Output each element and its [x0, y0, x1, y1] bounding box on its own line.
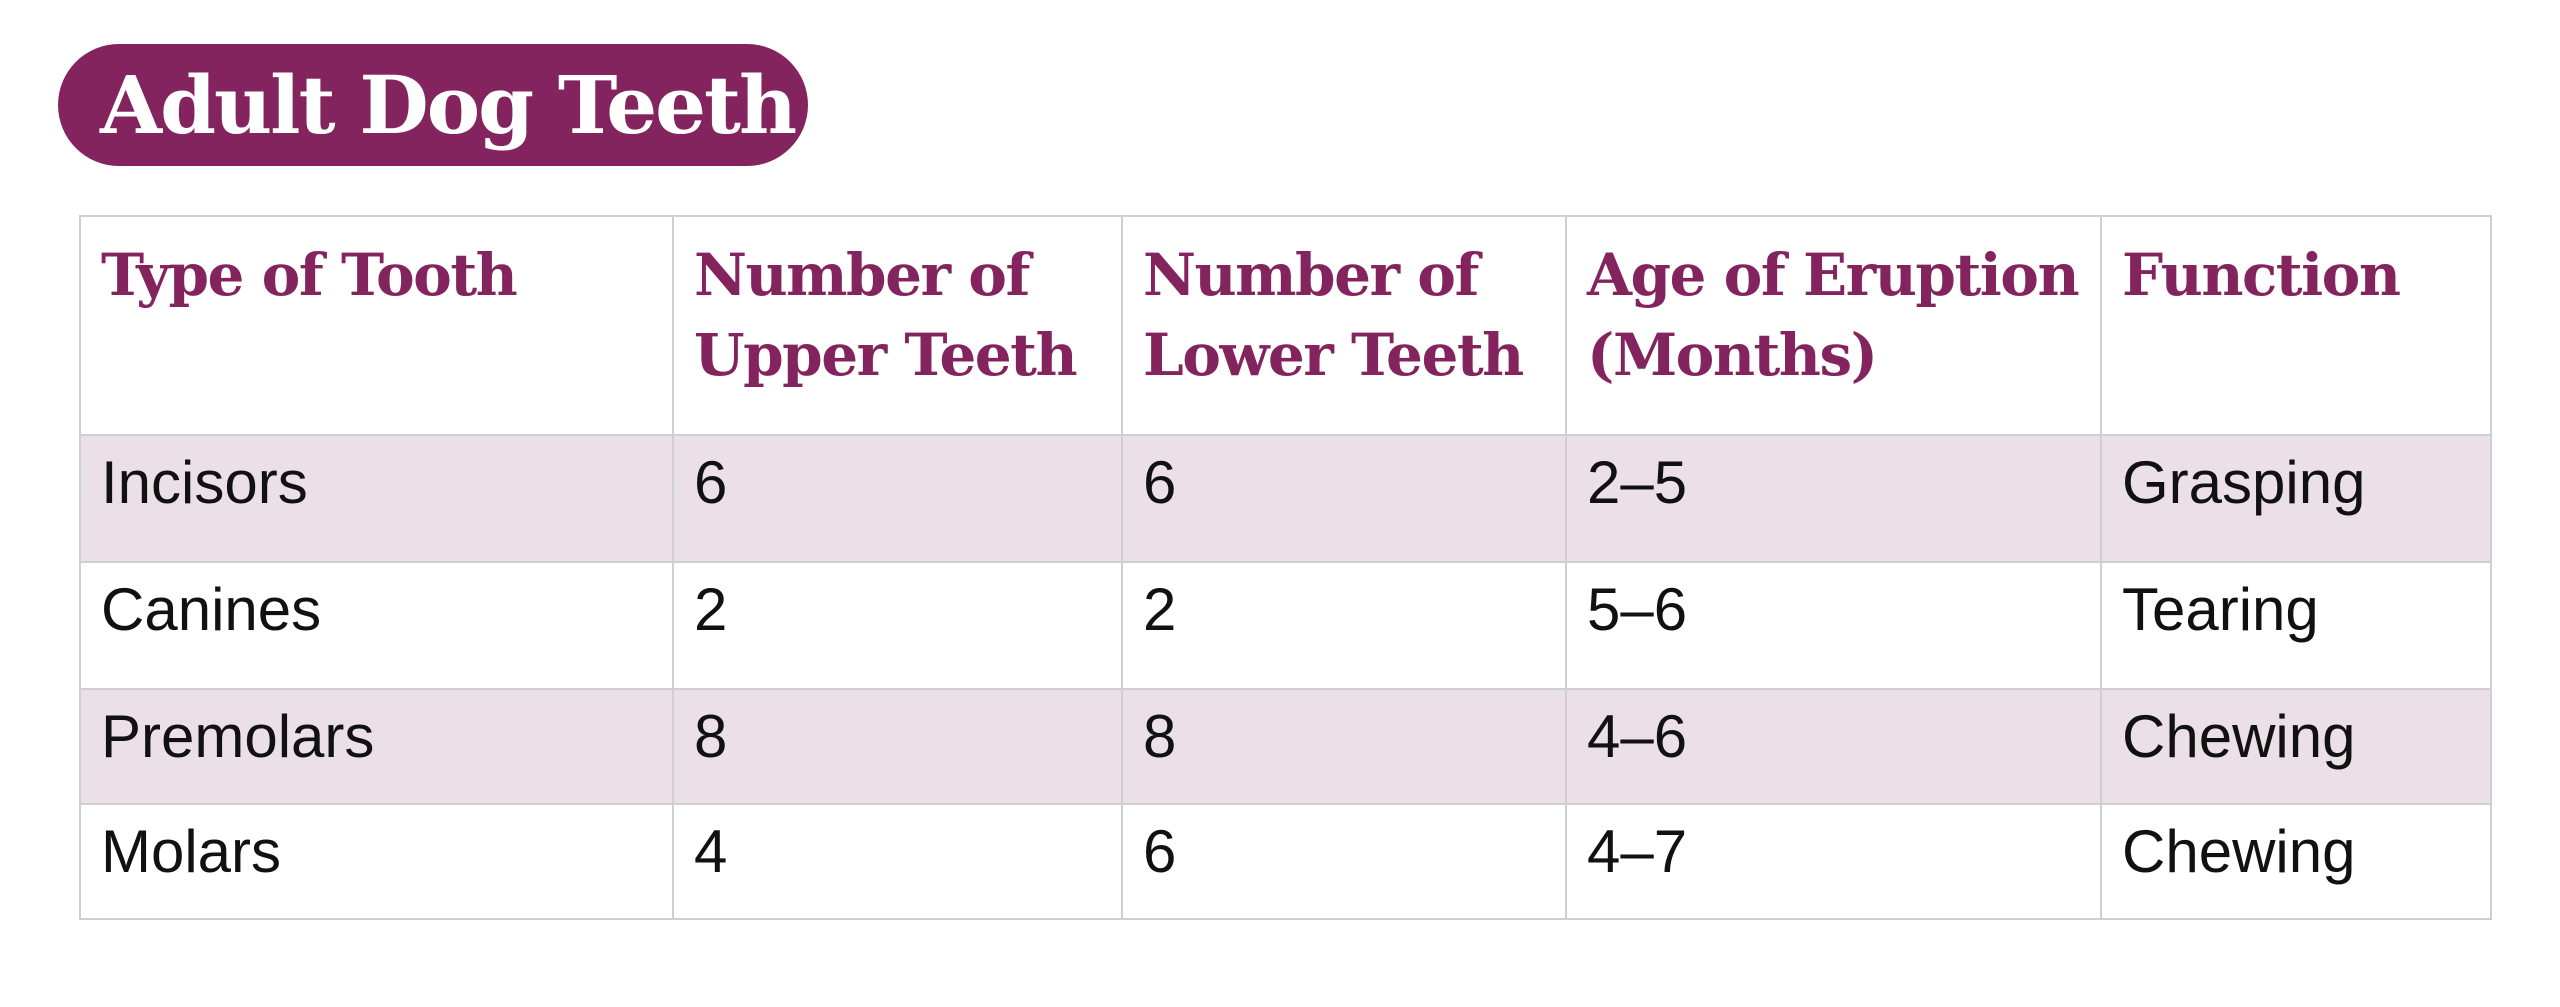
header-line: Number of	[694, 241, 1030, 309]
cell-eruption-age: 4–7	[1565, 803, 2102, 920]
cell-tooth-type: Molars	[79, 803, 674, 920]
cell-tooth-type: Premolars	[79, 688, 674, 805]
page-title: Adult Dog Teeth	[100, 58, 797, 152]
cell-lower-count: 8	[1121, 688, 1567, 805]
table-row: Incisors 6 6 2–5 Grasping	[79, 434, 2492, 563]
cell-function: Chewing	[2100, 803, 2492, 920]
teeth-table: Type of Tooth Number of Upper Teeth Numb…	[79, 215, 2492, 920]
header-number-lower-teeth: Number of Lower Teeth	[1121, 215, 1567, 436]
cell-upper-count: 8	[672, 688, 1123, 805]
table-row: Premolars 8 8 4–6 Chewing	[79, 688, 2492, 805]
cell-upper-count: 4	[672, 803, 1123, 920]
header-line: Upper Teeth	[694, 321, 1078, 389]
header-age-of-eruption: Age of Eruption (Months)	[1565, 215, 2102, 436]
header-function: Function	[2100, 215, 2492, 436]
header-number-upper-teeth: Number of Upper Teeth	[672, 215, 1123, 436]
title-banner: Adult Dog Teeth	[58, 44, 808, 166]
header-line: Number of	[1143, 241, 1479, 309]
table-header-row: Type of Tooth Number of Upper Teeth Numb…	[79, 215, 2492, 436]
cell-function: Grasping	[2100, 434, 2492, 563]
header-line: Type of Tooth	[101, 241, 518, 309]
cell-tooth-type: Incisors	[79, 434, 674, 563]
cell-eruption-age: 4–6	[1565, 688, 2102, 805]
header-line: (Months)	[1587, 321, 1878, 389]
header-line: Function	[2122, 241, 2401, 309]
table-row: Molars 4 6 4–7 Chewing	[79, 803, 2492, 920]
cell-upper-count: 2	[672, 561, 1123, 690]
cell-function: Tearing	[2100, 561, 2492, 690]
cell-eruption-age: 2–5	[1565, 434, 2102, 563]
table-row: Canines 2 2 5–6 Tearing	[79, 561, 2492, 690]
header-line: Age of Eruption	[1587, 241, 2080, 309]
cell-upper-count: 6	[672, 434, 1123, 563]
cell-lower-count: 6	[1121, 434, 1567, 563]
header-type-of-tooth: Type of Tooth	[79, 215, 674, 436]
cell-function: Chewing	[2100, 688, 2492, 805]
cell-eruption-age: 5–6	[1565, 561, 2102, 690]
cell-tooth-type: Canines	[79, 561, 674, 690]
cell-lower-count: 2	[1121, 561, 1567, 690]
header-line: Lower Teeth	[1143, 321, 1524, 389]
cell-lower-count: 6	[1121, 803, 1567, 920]
